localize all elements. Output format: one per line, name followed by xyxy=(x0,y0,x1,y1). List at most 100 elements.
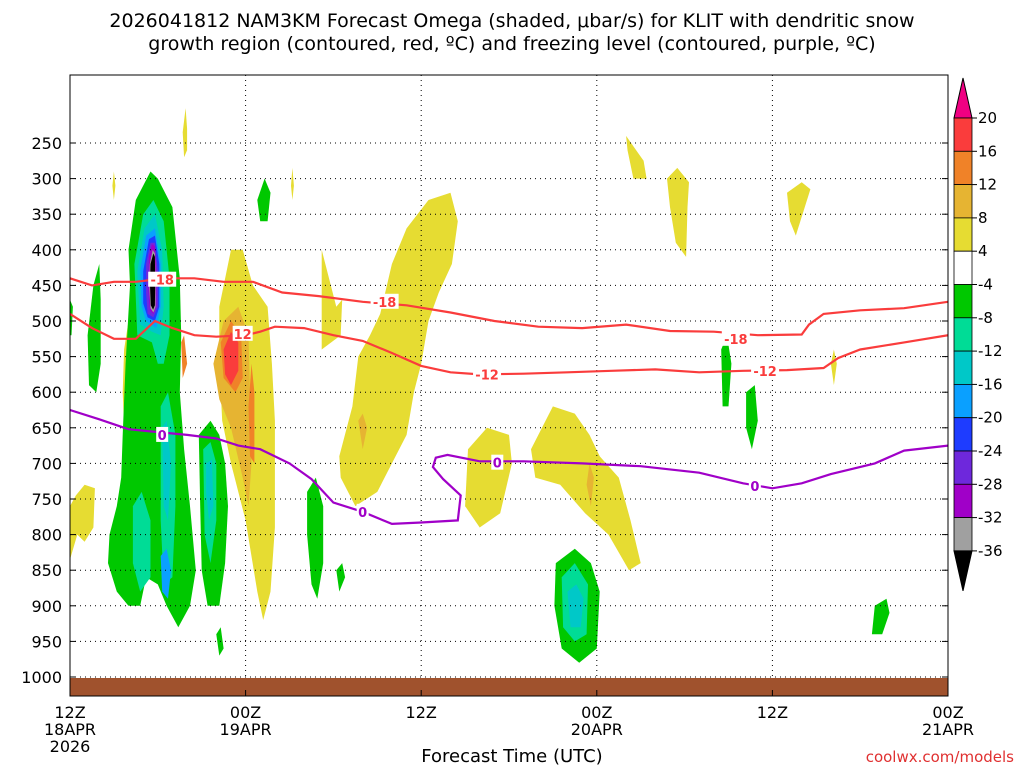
y-tick-label: 550 xyxy=(31,348,62,367)
contour-label: -18 xyxy=(150,274,174,289)
ground-surface xyxy=(70,678,948,696)
omega-region-neg4 xyxy=(216,627,224,656)
contour-label: 0 xyxy=(750,480,759,495)
omega-region-pos4 xyxy=(465,427,512,528)
omega-region-neg4 xyxy=(70,299,73,336)
contour-label-bg xyxy=(148,271,177,287)
omega-region-pos4 xyxy=(830,349,837,386)
colorbar-label: -24 xyxy=(978,442,1003,460)
colorbar-label: -16 xyxy=(978,375,1003,393)
omega-region-neg12 xyxy=(206,459,214,521)
contour-label: 0 xyxy=(493,457,502,472)
x-tick-label: 12Z xyxy=(54,703,85,722)
contour-label: -12 xyxy=(475,368,499,383)
colorbar-swatch-pos4 xyxy=(953,217,973,252)
x-tick-label: 20APR xyxy=(571,720,623,739)
y-tick-label: 800 xyxy=(31,526,62,545)
y-tick-label: 300 xyxy=(31,170,62,189)
contour-label-bg xyxy=(370,293,399,309)
contour-label-bg xyxy=(491,454,504,470)
omega-region-pos4 xyxy=(667,167,689,257)
source-credit[interactable]: coolwx.com/models xyxy=(865,748,1014,766)
y-tick-label: 250 xyxy=(31,134,62,153)
colorbar-top-arrow xyxy=(953,77,973,119)
contour-label: 0 xyxy=(158,429,167,444)
colorbar-label: -8 xyxy=(978,309,993,327)
colorbar-swatch-neg24 xyxy=(953,450,973,485)
y-tick-label: 500 xyxy=(31,312,62,331)
colorbar-label: 16 xyxy=(978,142,997,160)
contour-label: -18 xyxy=(724,333,748,348)
plot-area xyxy=(70,75,948,696)
contour-label-bg xyxy=(748,478,761,494)
contour-label-bg xyxy=(473,366,502,382)
x-tick-label: 00Z xyxy=(230,703,261,722)
omega-region-pos8 xyxy=(358,413,368,450)
omega-region-neg4 xyxy=(307,477,324,599)
colorbar-swatch-pos12 xyxy=(953,150,973,186)
x-tick-label: 00Z xyxy=(932,703,963,722)
y-tick-label: 700 xyxy=(31,454,62,473)
colorbar-swatch-neg32 xyxy=(953,517,973,552)
colorbar-label: 8 xyxy=(978,209,988,227)
colorbar-bottom-arrow xyxy=(953,550,973,592)
y-tick-label: 350 xyxy=(31,205,62,224)
colorbar-swatch-neg12 xyxy=(953,350,973,385)
colorbar-label: -32 xyxy=(978,509,1003,527)
x-tick-label: 12Z xyxy=(406,703,437,722)
omega-region-neg12 xyxy=(162,420,171,521)
y-tick-label: 850 xyxy=(31,561,62,580)
y-tick-label: 750 xyxy=(31,490,62,509)
x-tick-label: 19APR xyxy=(220,720,272,739)
y-tick-label: 950 xyxy=(31,632,62,651)
contour-label-bg xyxy=(356,503,369,519)
colorbar-label: -36 xyxy=(978,542,1003,560)
colorbar-label: -28 xyxy=(978,475,1003,493)
colorbar-swatch-zero xyxy=(953,250,973,285)
contour-label-bg xyxy=(751,362,780,378)
y-tick-label: 900 xyxy=(31,597,62,616)
colorbar-label: 12 xyxy=(978,176,997,194)
contour-line--12 xyxy=(70,312,948,376)
y-tick-label: 1000 xyxy=(21,668,62,687)
y-axis: 250 300 350 400 450 500 550 600 650 700 750 800 850 9… xyxy=(21,134,948,687)
colorbar-label: -20 xyxy=(978,409,1003,427)
colorbar-swatch-pos16 xyxy=(953,117,973,152)
omega-region-pos4 xyxy=(112,171,116,200)
x-tick-label: 18APR xyxy=(44,720,96,739)
omega-region-pos4 xyxy=(339,192,458,507)
omega-region-pos4 xyxy=(531,406,641,571)
contour-label: 12 xyxy=(234,328,252,343)
x-axis-title: Forecast Time (UTC) xyxy=(421,746,603,767)
contour-label: 0 xyxy=(358,506,367,521)
omega-region-neg4 xyxy=(257,178,271,222)
y-tick-label: 600 xyxy=(31,383,62,402)
colorbar-label: -4 xyxy=(978,276,993,294)
omega-shading-layer xyxy=(70,108,890,663)
omega-region-pos4 xyxy=(787,182,811,236)
contour-label-bg xyxy=(721,330,750,346)
chart-title-line-2: growth region (contoured, red, ºC) and f… xyxy=(148,33,876,55)
x-tick-label: 2026 xyxy=(50,737,91,756)
colorbar-label: -12 xyxy=(978,342,1003,360)
contour-layer: -18 -18 -18 12 -12 -12 0 0 0 0 xyxy=(70,271,948,526)
omega-region-pos16 xyxy=(223,331,239,386)
x-tick-label: 21APR xyxy=(922,720,974,739)
contour-label: -18 xyxy=(373,296,397,311)
contour-label-bg xyxy=(156,426,169,442)
colorbar-label: 20 xyxy=(978,109,997,127)
colorbar-label: 4 xyxy=(978,242,988,260)
y-tick-label: 650 xyxy=(31,419,62,438)
colorbar-swatch-neg16 xyxy=(953,383,973,419)
chart-title-line-1: 2026041812 NAM3KM Forecast Omega (shaded… xyxy=(109,10,915,32)
colorbar-swatch-pos8 xyxy=(953,184,973,219)
y-tick-label: 400 xyxy=(31,241,62,260)
omega-region-pos4 xyxy=(291,167,294,200)
omega-region-neg8 xyxy=(132,491,151,592)
contour-label-bg xyxy=(232,325,253,341)
omega-region-pos12 xyxy=(181,335,188,378)
omega-region-pos4 xyxy=(70,484,95,560)
colorbar: 20 16 12 8 4 -4 -8 -12 -16 -20 -24 -28 -32 -36 xyxy=(953,77,1003,592)
